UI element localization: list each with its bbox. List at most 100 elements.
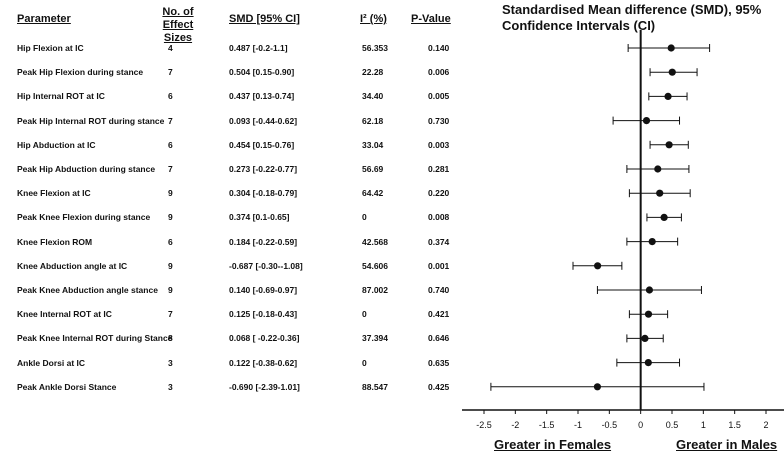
row-effect-count: 6 [168, 91, 173, 102]
row-effect-count: 6 [168, 139, 173, 150]
row-i2: 0 [362, 357, 367, 368]
row-smd: 0.068 [ -0.22-0.36] [229, 333, 300, 344]
row-pvalue: 0.730 [428, 115, 450, 126]
row-smd: 0.487 [-0.2-1.1] [229, 43, 288, 53]
smd-point [593, 383, 602, 391]
x-tick-label: 1 [701, 420, 706, 430]
header-parameter: Parameter [17, 13, 71, 25]
row-pvalue: 0.001 [428, 260, 450, 271]
smd-point [667, 44, 675, 52]
row-i2: 33.04 [362, 139, 384, 150]
row-effect-count: 6 [168, 236, 173, 247]
row-effect-count: 9 [168, 188, 173, 199]
x-tick-label: 2 [763, 420, 768, 430]
row-parameter: Hip Abduction at IC [17, 139, 96, 150]
row-i2: 64.42 [362, 188, 384, 199]
smd-point [641, 334, 649, 342]
row-pvalue: 0.006 [428, 67, 450, 78]
row-i2: 56.353 [362, 43, 388, 53]
row-parameter: Knee Abduction angle at IC [17, 260, 128, 271]
x-tick-label: -1 [574, 420, 582, 430]
header-smd: SMD [95% CI] [229, 13, 300, 25]
row-parameter: Peak Knee Internal ROT during Stance [17, 333, 173, 344]
row-i2: 0 [362, 212, 367, 223]
x-tick-label: -1.5 [539, 420, 555, 430]
row-effect-count: 9 [168, 285, 173, 295]
row-effect-count: 4 [168, 43, 173, 53]
row-smd: 0.140 [-0.69-0.97] [229, 285, 298, 295]
row-pvalue: 0.281 [428, 164, 450, 174]
row-effect-count: 9 [168, 260, 173, 271]
row-i2: 88.547 [362, 381, 388, 392]
row-smd: 0.374 [0.1-0.65] [229, 212, 290, 223]
x-tick-label: -2 [511, 420, 519, 430]
smd-point [645, 286, 654, 294]
row-parameter: Hip Flexion at IC [17, 43, 84, 53]
row-parameter: Peak Ankle Dorsi Stance [17, 381, 117, 392]
smd-point [642, 117, 651, 125]
smd-point [660, 213, 668, 221]
row-effect-count: 9 [168, 212, 173, 223]
row-pvalue: 0.425 [428, 381, 450, 392]
footer-greater-in-females: Greater in Females [494, 437, 612, 452]
row-i2: 54.606 [362, 260, 388, 271]
row-pvalue: 0.374 [428, 236, 450, 247]
header-effect-sizes: No. of Effect Sizes [162, 6, 194, 44]
row-i2: 37.394 [362, 333, 388, 344]
x-tick-label: -0.5 [602, 420, 618, 430]
row-smd: 0.122 [-0.38-0.62] [229, 357, 298, 368]
smd-point [594, 262, 602, 270]
row-parameter: Ankle Dorsi at IC [17, 357, 86, 368]
row-effect-count: 3 [168, 357, 173, 368]
row-i2: 0 [362, 309, 367, 320]
row-effect-count: 7 [168, 115, 173, 126]
row-pvalue: 0.646 [428, 333, 450, 344]
row-parameter: Peak Hip Abduction during stance [17, 164, 156, 174]
row-parameter: Peak Hip Flexion during stance [17, 67, 144, 78]
row-pvalue: 0.003 [428, 139, 450, 150]
smd-point [664, 92, 672, 100]
x-tick-label: 1.5 [728, 420, 741, 430]
smd-point [654, 165, 662, 173]
row-smd: 0.304 [-0.18-0.79] [229, 188, 298, 199]
smd-point [644, 359, 652, 367]
row-parameter: Knee Internal ROT at IC [17, 309, 112, 320]
row-i2: 34.40 [362, 91, 384, 102]
row-smd: 0.504 [0.15-0.90] [229, 67, 295, 78]
row-pvalue: 0.008 [428, 212, 450, 223]
row-pvalue: 0.740 [428, 285, 450, 295]
row-pvalue: 0.005 [428, 91, 450, 102]
x-tick-label: -2.5 [476, 420, 492, 430]
row-i2: 56.69 [362, 164, 384, 174]
row-i2: 22.28 [362, 67, 384, 78]
header-i2: I² (%) [360, 13, 387, 25]
row-smd: 0.125 [-0.18-0.43] [229, 309, 298, 320]
x-tick-label: 0.5 [666, 420, 679, 430]
smd-point [656, 189, 664, 197]
smd-point [665, 141, 673, 149]
row-effect-count: 8 [168, 333, 173, 344]
row-pvalue: 0.635 [428, 357, 450, 368]
row-i2: 87.002 [362, 285, 388, 295]
row-pvalue: 0.220 [428, 188, 450, 199]
row-i2: 42.568 [362, 236, 388, 247]
row-smd: 0.184 [-0.22-0.59] [229, 236, 298, 247]
smd-point [668, 68, 676, 76]
x-tick-label: 0 [638, 420, 643, 430]
row-effect-count: 7 [168, 309, 173, 320]
row-effect-count: 7 [168, 67, 173, 78]
row-smd: 0.273 [-0.22-0.77] [229, 164, 298, 174]
row-effect-count: 7 [168, 164, 173, 174]
footer-greater-in-males: Greater in Males [676, 437, 778, 452]
row-parameter: Knee Flexion at IC [17, 188, 91, 199]
row-effect-count: 3 [168, 381, 173, 392]
row-parameter: Hip Internal ROT at IC [17, 91, 105, 102]
row-parameter: Peak Hip Internal ROT during stance [17, 115, 165, 126]
row-smd: 0.437 [0.13-0.74] [229, 91, 295, 102]
smd-point [648, 238, 656, 246]
row-smd: 0.093 [-0.44-0.62] [229, 115, 298, 126]
row-parameter: Peak Knee Flexion during stance [17, 212, 151, 223]
row-smd: -0.687 [-0.30--1.08] [229, 260, 303, 271]
row-parameter: Peak Knee Abduction angle stance [17, 285, 158, 295]
